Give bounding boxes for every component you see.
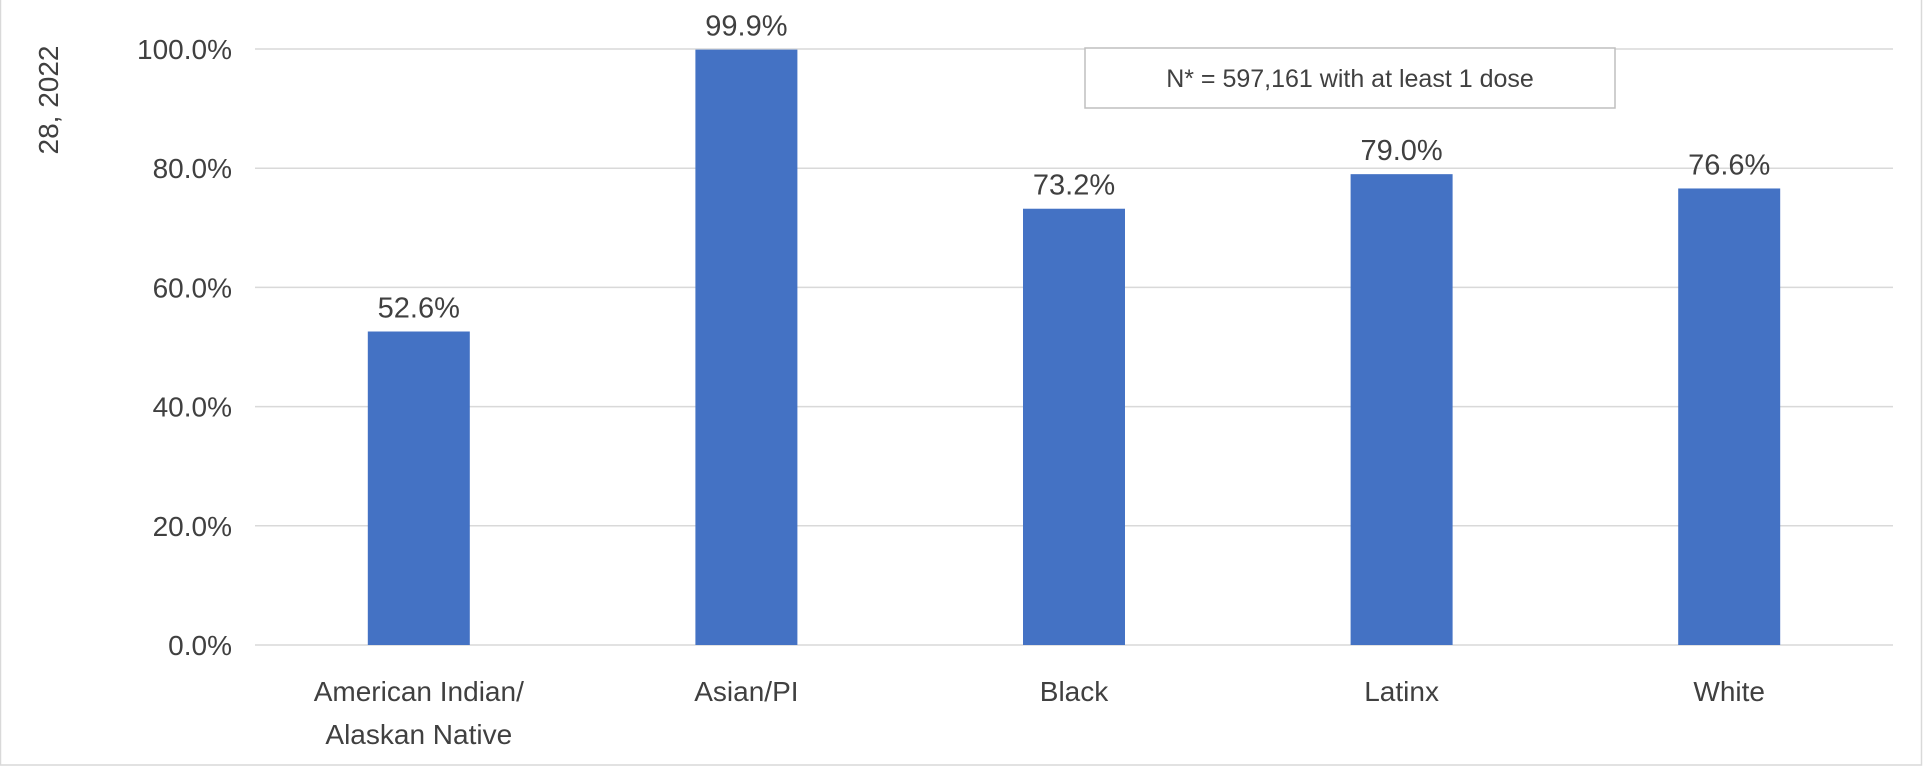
data-label: 52.6% bbox=[378, 293, 460, 325]
y-tick-label: 100.0% bbox=[137, 34, 232, 65]
bar bbox=[695, 49, 798, 645]
x-tick-label: Alaskan Native bbox=[325, 719, 512, 750]
y-tick-label: 60.0% bbox=[153, 272, 232, 303]
annotation-frame bbox=[1084, 47, 1616, 109]
bar bbox=[1023, 208, 1125, 645]
annotation-text: N* = 597,161 with at least 1 dose bbox=[1166, 65, 1534, 93]
y-tick-label: 80.0% bbox=[153, 153, 232, 184]
bar bbox=[1678, 188, 1781, 646]
y-tick-label: 20.0% bbox=[153, 511, 232, 542]
x-tick-label: Latinx bbox=[1364, 676, 1439, 707]
x-tick-label: White bbox=[1693, 676, 1765, 707]
data-label: 79.0% bbox=[1360, 135, 1442, 167]
x-tick-label: Asian/PI bbox=[694, 676, 798, 707]
y-tick-label: 0.0% bbox=[168, 630, 232, 661]
x-tick-label: Black bbox=[1040, 676, 1109, 707]
annotation-box: N* = 597,161 with at least 1 dose bbox=[1084, 47, 1616, 109]
data-label: 73.2% bbox=[1033, 170, 1115, 202]
y-tick-label: 40.0% bbox=[153, 392, 232, 423]
data-label: 99.9% bbox=[705, 11, 787, 43]
bar bbox=[1350, 174, 1453, 645]
labels: 0.0% 20.0% 40.0% 60.0% 80.0% 100.0% 52.6% Ameri… bbox=[137, 11, 1770, 750]
x-tick-label: American Indian/ bbox=[314, 676, 524, 707]
bar bbox=[367, 331, 470, 645]
bars bbox=[367, 49, 1781, 646]
data-label: 76.6% bbox=[1688, 149, 1770, 181]
y-axis-label: 28, 2022 bbox=[33, 46, 64, 155]
